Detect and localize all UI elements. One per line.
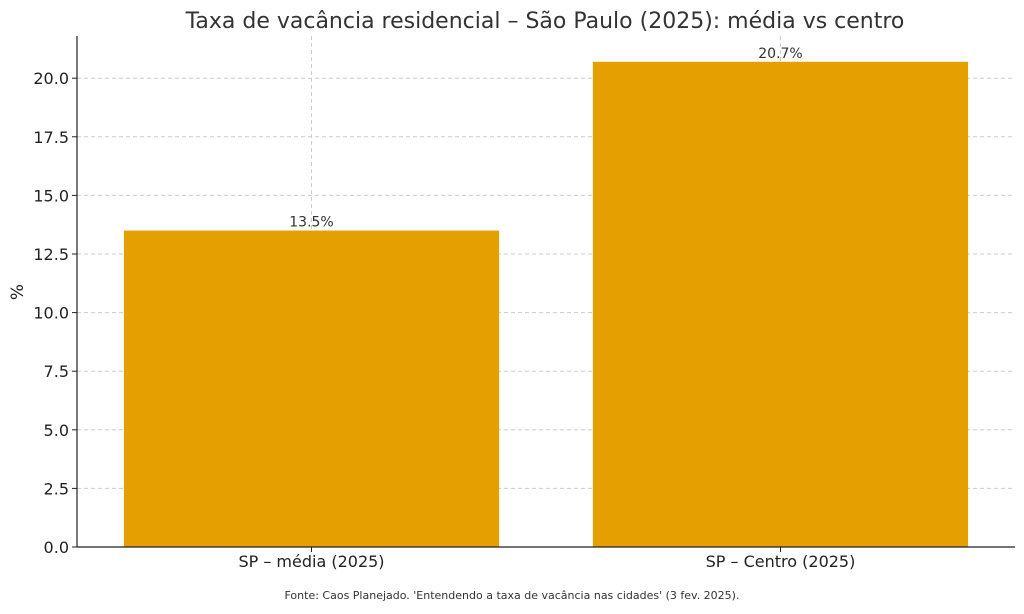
bars: [123, 61, 969, 548]
bar: [123, 230, 500, 547]
y-tick-label: 0.0: [44, 538, 69, 557]
x-tick-label: SP – média (2025): [238, 552, 384, 571]
x-tick-label: SP – Centro (2025): [706, 552, 856, 571]
labels: 0.0 2.5 5.0 7.5 10.0 12.5 15.0 17.5 20.0 13.5% SP …: [33, 46, 855, 571]
bar: [592, 61, 969, 548]
y-tick-label: 7.5: [44, 362, 69, 381]
source-note: Fonte: Caos Planejado. 'Entendendo a tax…: [284, 589, 740, 602]
y-tick-label: 10.0: [33, 304, 69, 323]
axes: [72, 36, 1015, 552]
chart-title: Taxa de vacância residencial – São Paulo…: [185, 9, 905, 34]
y-tick-label: 12.5: [33, 245, 69, 264]
y-tick-label: 17.5: [33, 128, 69, 147]
y-axis-label: %: [8, 284, 28, 300]
y-tick-label: 20.0: [33, 69, 69, 88]
y-tick-label: 15.0: [33, 186, 69, 205]
y-tick-label: 5.0: [44, 421, 69, 440]
data-label: 13.5%: [289, 215, 333, 231]
data-label: 20.7%: [758, 46, 802, 62]
y-tick-label: 2.5: [44, 479, 69, 498]
